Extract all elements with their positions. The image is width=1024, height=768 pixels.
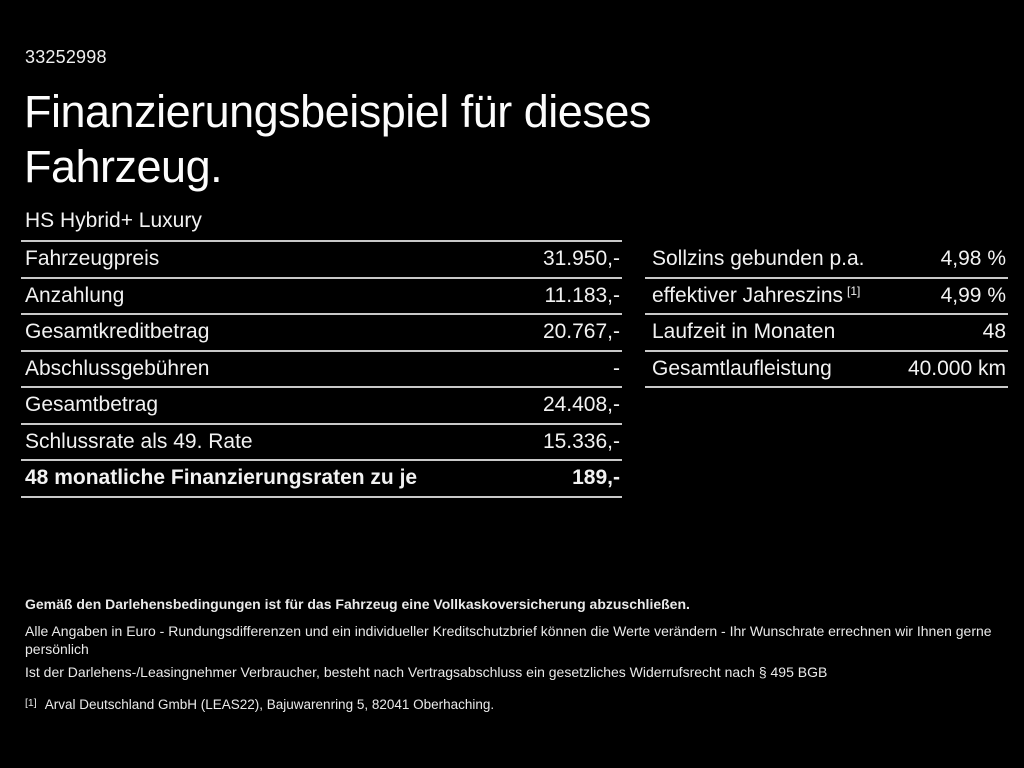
vehicle-id: 33252998: [25, 47, 107, 67]
table-row-effektiver-jahreszins: effektiver Jahreszins [1] 4,99 %: [645, 279, 1008, 315]
financing-table-left: Fahrzeugpreis 31.950,- Anzahlung 11.183,…: [21, 240, 622, 498]
legal-note-2: Ist der Darlehens-/Leasingnehmer Verbrau…: [25, 664, 828, 680]
footnote-ref-icon: [1]: [847, 283, 861, 298]
row-value: 31.950,-: [542, 247, 620, 271]
row-value: 20.767,-: [542, 320, 620, 344]
legal-footnote: [1] Arval Deutschland GmbH (LEAS22), Baju…: [25, 694, 1005, 714]
row-label: Fahrzeugpreis: [25, 247, 160, 271]
row-label: Sollzins gebunden p.a.: [652, 247, 865, 271]
footnote-marker: [1]: [25, 697, 37, 709]
row-label: Schlussrate als 49. Rate: [25, 429, 253, 453]
row-label: Laufzeit in Monaten: [652, 320, 836, 344]
table-row-anzahlung: Anzahlung 11.183,-: [21, 279, 622, 315]
row-value: 11.183,-: [544, 283, 621, 307]
table-row-gesamtlaufleistung: Gesamtlaufleistung 40.000 km: [645, 352, 1008, 388]
row-value: 4,99 %: [940, 283, 1006, 307]
table-row-gesamtbetrag: Gesamtbetrag 24.408,-: [21, 388, 622, 425]
row-label: Abschlussgebühren: [25, 356, 210, 380]
row-value: 4,98 %: [940, 247, 1006, 271]
table-row-abschlussgebuehren: Abschlussgebühren -: [21, 352, 622, 388]
table-row-monatsrate: 48 monatliche Finanzierungsraten zu je 1…: [21, 461, 622, 498]
row-value: 40.000 km: [907, 356, 1006, 380]
row-label: Anzahlung: [25, 283, 125, 307]
row-value: 48: [982, 320, 1006, 344]
row-label: Gesamtbetrag: [25, 393, 159, 417]
financing-table-right: Sollzins gebunden p.a. 4,98 % effektiver…: [645, 242, 1008, 388]
legal-notes: Gemäß den Darlehensbedingungen ist für d…: [25, 595, 1005, 714]
table-row-schlussrate: Schlussrate als 49. Rate 15.336,-: [21, 425, 622, 461]
row-value: 189,-: [572, 466, 620, 490]
row-label: 48 monatliche Finanzierungsraten zu je: [25, 466, 418, 490]
row-value: -: [613, 356, 620, 380]
page-title: Finanzierungsbeispiel für dieses Fahrzeu…: [24, 86, 651, 192]
table-row-gesamtkreditbetrag: Gesamtkreditbetrag 20.767,-: [21, 315, 622, 352]
legal-bold-note: Gemäß den Darlehensbedingungen ist für d…: [25, 596, 690, 612]
row-label: Gesamtlaufleistung: [652, 356, 832, 380]
legal-note-1: Alle Angaben in Euro - Rundungsdifferenz…: [25, 623, 992, 657]
footnote-text: Arval Deutschland GmbH (LEAS22), Bajuwar…: [44, 697, 495, 712]
row-label: Gesamtkreditbetrag: [25, 320, 210, 344]
row-value: 24.408,-: [542, 393, 620, 417]
table-row-fahrzeugpreis: Fahrzeugpreis 31.950,-: [21, 242, 622, 279]
table-row-laufzeit: Laufzeit in Monaten 48: [645, 315, 1008, 352]
row-value: 15.336,-: [542, 429, 620, 453]
model-name: HS Hybrid+ Luxury: [25, 209, 202, 232]
row-label: effektiver Jahreszins [1]: [652, 283, 861, 307]
table-row-sollzins: Sollzins gebunden p.a. 4,98 %: [645, 242, 1008, 279]
